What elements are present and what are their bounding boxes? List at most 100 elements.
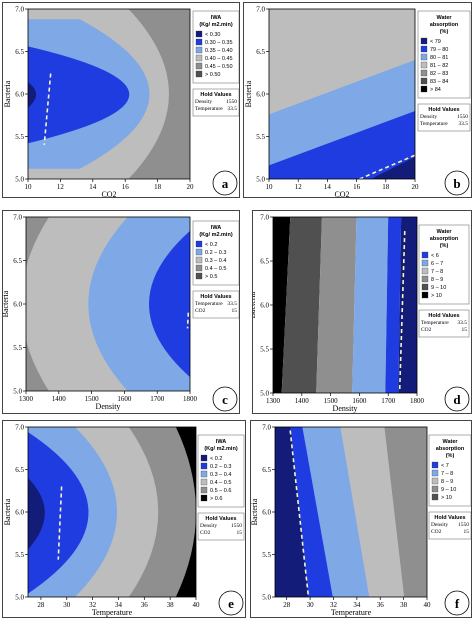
x-tick-label-e-3: 34 [115, 601, 123, 609]
x-tick-label-e-5: 38 [167, 601, 175, 609]
y-tick-label-d-1: 5.5 [260, 346, 269, 354]
contour-region-d-2 [316, 217, 357, 393]
y-tick-label-b-3: 6.5 [256, 48, 265, 56]
legend-entry-a-5: > 0.50 [205, 72, 220, 78]
hold-values-name-e-1: CO2 [200, 530, 211, 536]
legend-entry-c-2: 0.3 – 0.4 [205, 258, 226, 264]
legend-entry-c-4: > 0.5 [205, 274, 217, 280]
legend-entry-c-3: 0.4 – 0.5 [205, 266, 226, 272]
y-tick-label-e-4: 7.0 [15, 424, 24, 432]
legend-entry-e-1: 0.2 – 0.3 [210, 464, 231, 470]
contour-region-d-3 [352, 217, 389, 393]
legend-entry-b-3: 81 – 82 [430, 63, 448, 69]
legend-entry-d-1: 6 – 7 [431, 261, 443, 267]
legend-entry-f-0: < 7 [441, 463, 449, 469]
legend-entry-d-2: 7 – 8 [431, 269, 443, 275]
hold-values-name-e-0: Density [200, 523, 217, 529]
y-tick-label-c-1: 5.5 [13, 344, 22, 352]
y-tick-label-b-1: 5.5 [256, 133, 265, 141]
hold-values-box-d [418, 309, 470, 338]
x-axis-label-c: Density [96, 402, 121, 411]
x-tick-label-a-1: 12 [57, 183, 65, 191]
x-tick-label-f-3: 34 [353, 601, 361, 609]
contour-plot-f: 28 30 32 34 36 38 40 5.0 5.5 6.0 6.5 7.0 Temperature… [250, 424, 472, 617]
legend-swatch-f-0 [431, 461, 439, 469]
y-tick-label-d-4: 7.0 [260, 214, 269, 222]
legend-entry-d-5: > 10 [431, 293, 442, 299]
hold-values-value-e-0: 1550 [231, 523, 242, 529]
y-tick-label-d-3: 6.5 [260, 258, 269, 266]
y-tick-label-d-2: 6.0 [260, 302, 269, 310]
legend-swatch-d-0 [421, 251, 429, 259]
regions-c [26, 217, 190, 391]
x-tick-label-c-4: 1700 [150, 395, 165, 403]
hold-values-title-a: Hold Values [200, 92, 231, 98]
panel-d: 1300 1400 1500 1600 1700 1800 5.0 5.5 6.0 6.5 7.0 D… [248, 210, 472, 414]
contour-region-c-3 [149, 230, 190, 378]
contour-region-d-1 [281, 217, 322, 393]
legend-entry-b-5: 83 – 84 [430, 79, 448, 85]
x-tick-label-c-3: 1600 [117, 395, 131, 403]
legend-entry-f-3: 9 – 10 [441, 487, 456, 493]
contour-region-d-0 [273, 217, 291, 393]
legend-swatch-b-2 [420, 53, 428, 61]
x-tick-label-f-6: 40 [424, 601, 432, 609]
y-tick-label-c-2: 6.0 [13, 301, 22, 309]
y-tick-label-a-3: 6.5 [15, 48, 24, 56]
optimum-dashed-line-c [186, 312, 190, 329]
hold-values-name-c-0: Temperature [195, 301, 223, 307]
legend-entry-d-3: 8 – 9 [431, 277, 443, 283]
contour-region-a-4 [28, 82, 37, 108]
panel-letter-circle-f [444, 590, 470, 616]
contour-region-e-5 [28, 478, 45, 550]
x-tick-label-f-1: 30 [307, 601, 315, 609]
legend-entry-a-3: 0.40 – 0.45 [205, 56, 233, 62]
legend-entry-e-3: 0.4 – 0.5 [210, 480, 231, 486]
legend-title-b-1: absorption [430, 22, 459, 28]
x-tick-label-d-5: 1800 [410, 397, 425, 405]
y-tick-label-f-3: 6.5 [262, 466, 271, 474]
y-tick-label-e-0: 5.0 [15, 594, 24, 602]
x-tick-label-e-4: 36 [141, 601, 149, 609]
x-tick-label-e-1: 30 [63, 601, 70, 609]
y-tick-label-c-0: 5.0 [13, 388, 22, 396]
legend-entry-b-0: < 79 [430, 39, 441, 45]
hold-values-name-a-1: Temperature [195, 106, 223, 112]
x-tick-label-a-4: 18 [154, 183, 162, 191]
contour-plot-d: 1300 1400 1500 1600 1700 1800 5.0 5.5 6.0 6.5 7.0 D… [248, 214, 470, 414]
legend-swatch-b-3 [420, 61, 428, 69]
legend-swatch-e-0 [200, 454, 208, 462]
legend-swatch-c-0 [195, 240, 203, 248]
y-axis-label-d: Bacteria [253, 291, 257, 318]
legend-swatch-a-0 [195, 30, 203, 38]
y-tick-label-f-0: 5.0 [262, 594, 271, 602]
legend-swatch-a-5 [195, 70, 203, 78]
x-tick-label-d-4: 1700 [381, 397, 396, 405]
legend-title-f-1: absorption [436, 446, 465, 452]
x-tick-label-b-4: 18 [382, 183, 390, 191]
contour-region-d-5 [398, 217, 417, 393]
legend-swatch-c-2 [195, 256, 203, 264]
plot-area-d: 1300 1400 1500 1600 1700 1800 5.0 5.5 6.0 6.5 7.0 D… [248, 214, 425, 414]
y-tick-label-e-2: 6.0 [15, 509, 24, 517]
legend-entry-a-0: < 0.30 [205, 32, 220, 38]
legend-entry-b-1: 79 – 80 [430, 47, 448, 53]
legend-title-e-1: (Kg/ m2.min) [204, 446, 237, 452]
x-tick-label-b-0: 10 [266, 183, 274, 191]
legend-swatch-d-3 [421, 275, 429, 283]
hold-values-title-e: Hold Values [205, 516, 236, 522]
legend-title-e-0: IWA [216, 439, 226, 445]
legend-swatch-a-2 [195, 46, 203, 54]
panel-letter-text-a: a [222, 176, 229, 191]
legend-title-d-2: (%) [440, 243, 449, 249]
legend-entry-e-4: 0.5 – 0.6 [210, 488, 231, 494]
x-tick-label-d-1: 1400 [295, 397, 310, 405]
y-axis-label-e: Bacteria [3, 498, 12, 525]
legend-swatch-f-4 [431, 493, 439, 501]
hold-values-name-f-1: CO2 [431, 529, 442, 535]
